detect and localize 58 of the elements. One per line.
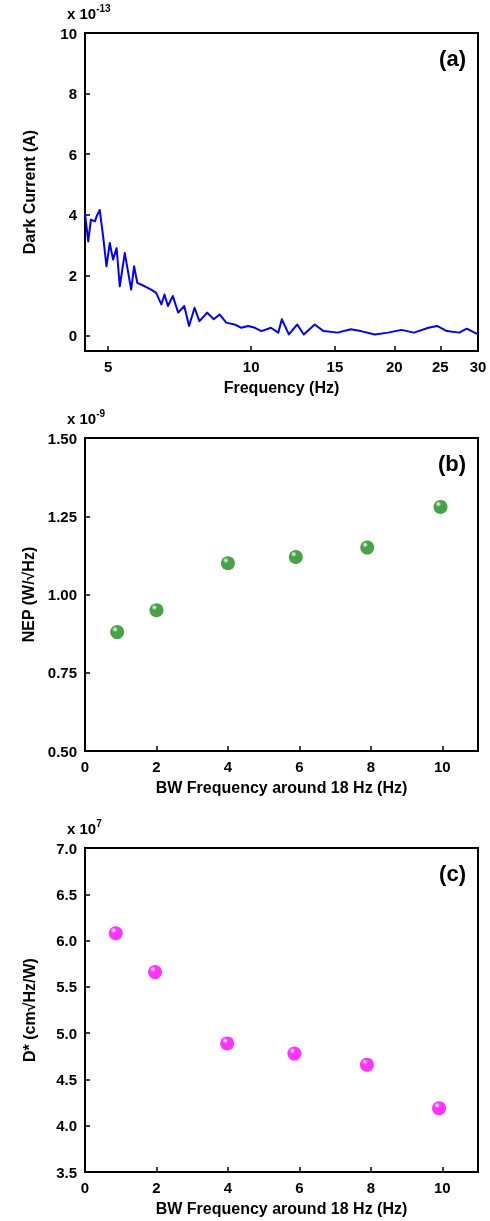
y-tick-label: 8 [68, 85, 77, 103]
point [360, 540, 375, 555]
y-tick-label: 3.5 [56, 1163, 77, 1181]
point [288, 549, 303, 564]
y-tick-label: 0.75 [47, 664, 77, 682]
y-tick-label: 0 [68, 327, 77, 345]
point [359, 1057, 374, 1072]
y-axis-title: D* (cm√Hz/W) [20, 958, 38, 1062]
x-tick-label: 10 [433, 758, 451, 776]
y-tick-label: 5.5 [56, 978, 77, 996]
x-axis-title: Frequency (Hz) [223, 378, 340, 396]
point [432, 1101, 447, 1116]
point [149, 603, 164, 618]
y-tick-label: 1.50 [47, 429, 77, 447]
x-tick-label: 4 [223, 758, 233, 776]
y-tick-label: 2 [68, 266, 77, 284]
x-tick-label: 6 [295, 758, 304, 776]
y-tick-label: 4.0 [56, 1117, 77, 1135]
y-tick-label: 6 [68, 145, 77, 163]
point [287, 1046, 302, 1061]
y-tick-label: 6.0 [56, 932, 77, 950]
y-tick-label: 1.25 [47, 507, 77, 525]
x-axis-title: BW Frequency around 18 Hz (Hz) [155, 1199, 408, 1217]
x-tick-label: 6 [295, 1179, 304, 1197]
point [108, 926, 123, 941]
point [220, 556, 235, 571]
x-tick-label: 25 [432, 358, 449, 376]
x-tick-label: 20 [385, 358, 403, 376]
x-tick-label: 0 [80, 758, 90, 776]
y-tick-label: 10 [60, 24, 77, 42]
point [148, 965, 163, 980]
y-tick-label: 4 [68, 206, 78, 224]
x-tick-label: 4 [223, 1179, 233, 1197]
y-tick-label: 1.00 [47, 586, 77, 604]
point [433, 499, 448, 514]
x-tick-label: 8 [366, 1179, 375, 1197]
y-tick-label: 7.0 [56, 839, 77, 857]
y-tick-label: 0.50 [47, 742, 77, 760]
x-axis-title: BW Frequency around 18 Hz (Hz) [155, 778, 408, 796]
y-tick-label: 6.5 [56, 885, 77, 903]
x-tick-label: 2 [152, 1179, 161, 1197]
x-tick-label: 2 [152, 758, 161, 776]
y-axis-title: Dark Current (A) [20, 129, 38, 255]
x-tick-label: 5 [103, 358, 113, 376]
point [110, 625, 125, 640]
text: (c) [439, 860, 466, 886]
x-tick-label: 8 [366, 758, 375, 776]
text: (b) [437, 450, 466, 476]
x-tick-label: 0 [80, 1179, 90, 1197]
point [220, 1036, 235, 1051]
x-tick-label: 10 [242, 358, 260, 376]
y-axis-title: NEP (W/√Hz) [20, 546, 38, 643]
y-tick-label: 5.0 [56, 1024, 77, 1042]
y-tick-label: 4.5 [56, 1071, 77, 1088]
x-tick-label: 15 [326, 358, 344, 376]
x-tick-label: 10 [433, 1179, 451, 1197]
x-tick-label: 30 [469, 358, 487, 376]
text: (a) [439, 45, 466, 71]
